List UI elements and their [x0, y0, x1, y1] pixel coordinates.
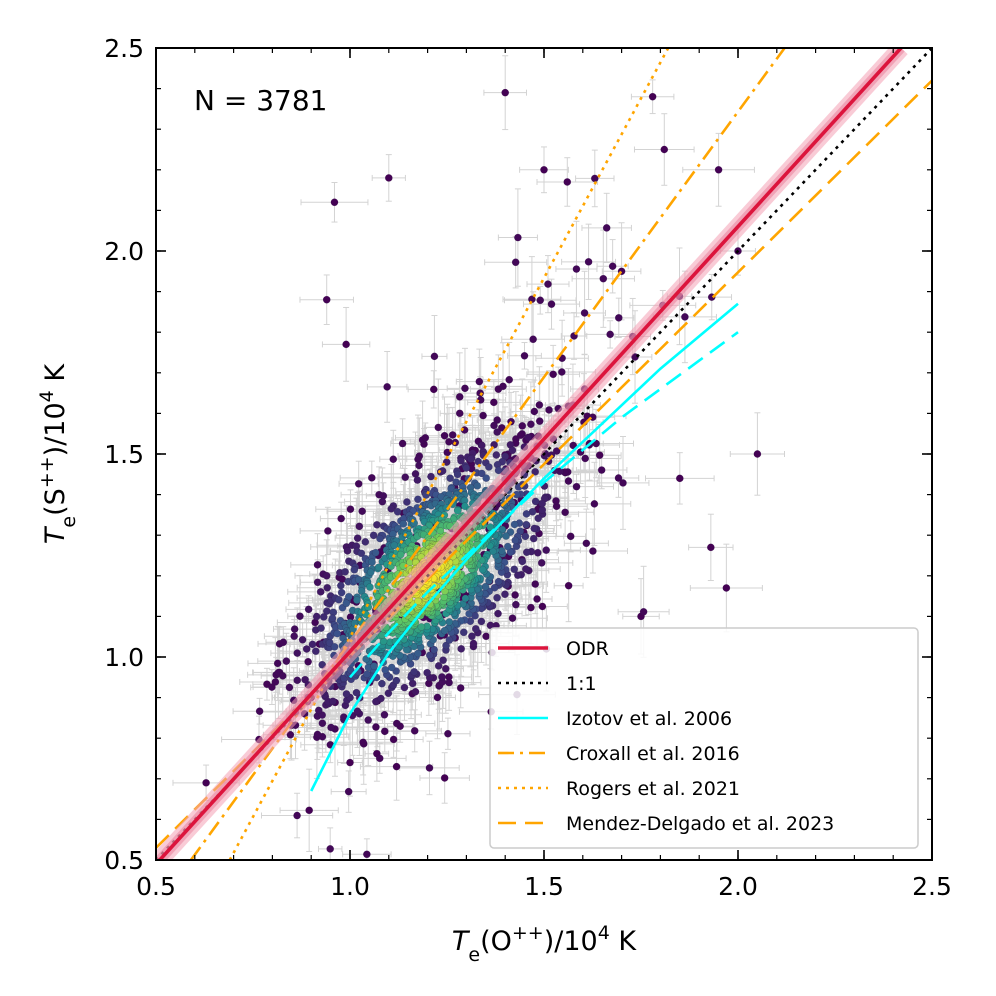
- te-comparison-chart: 0.5 1.0 1.5 2.0 2.50.51.01.52.02.5 N = 3781 …: [36, 34, 952, 966]
